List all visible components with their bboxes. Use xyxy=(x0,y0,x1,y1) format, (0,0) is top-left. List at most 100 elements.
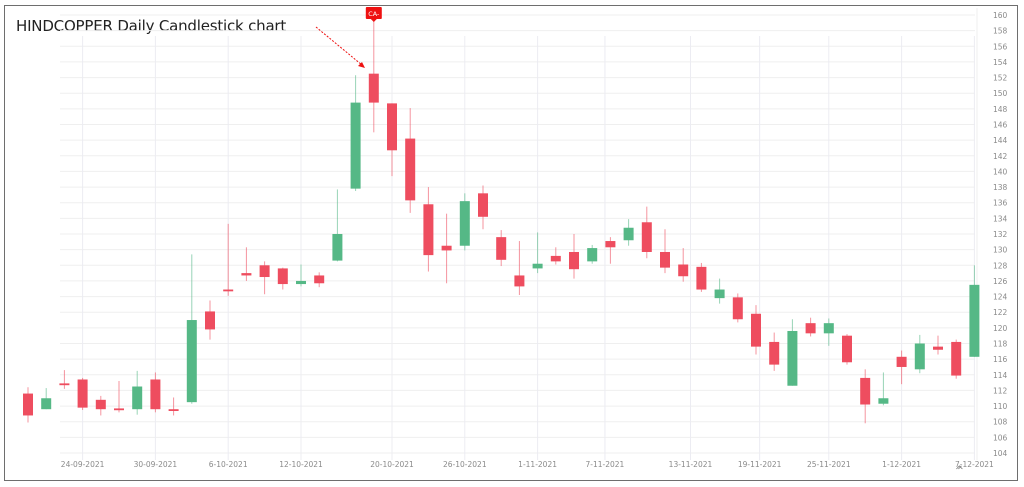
candle-body xyxy=(514,275,525,287)
candle-down xyxy=(641,206,652,259)
candle-body xyxy=(405,138,416,201)
candle-body xyxy=(696,266,707,290)
y-tick-label: 122 xyxy=(993,308,1008,317)
annotations: CA- xyxy=(315,7,963,470)
grid-lines xyxy=(60,8,978,460)
flag-marker xyxy=(365,7,382,19)
candle-body xyxy=(678,264,689,277)
candle-down xyxy=(951,339,962,379)
y-tick-label: 104 xyxy=(993,449,1008,458)
candle-up xyxy=(296,264,306,287)
y-tick-label: 130 xyxy=(993,246,1008,255)
candle-down xyxy=(478,185,488,230)
candle-body xyxy=(332,234,343,261)
y-tick-label: 134 xyxy=(993,214,1008,223)
y-axis: 104 106 108 110 112 114 116 118 120 122 124 126 128 1… xyxy=(993,11,1008,458)
candle-body xyxy=(569,251,579,270)
candle-down xyxy=(387,103,397,177)
candle-body xyxy=(860,377,871,405)
candle-body xyxy=(878,398,889,404)
candle-up xyxy=(332,189,343,262)
x-tick-label: 26-10-2021 xyxy=(443,460,487,469)
y-tick-label: 118 xyxy=(993,340,1008,349)
candle-body xyxy=(823,323,834,334)
candle-down xyxy=(259,261,270,295)
candle-body xyxy=(532,263,543,269)
arrow-head-icon xyxy=(358,62,365,68)
candle-down xyxy=(277,267,288,290)
y-tick-label: 114 xyxy=(993,371,1008,380)
candle-up xyxy=(914,334,925,374)
candle-up xyxy=(532,232,543,274)
x-tick-label: 20-10-2021 xyxy=(370,460,414,469)
candle-down xyxy=(514,241,525,296)
candle-down xyxy=(496,230,507,267)
x-tick-label: 1-12-2021 xyxy=(882,460,921,469)
candle-down xyxy=(241,247,252,281)
candle-up xyxy=(132,370,143,415)
candle-down xyxy=(605,237,616,264)
candle-down xyxy=(569,234,579,279)
candle-body xyxy=(769,341,780,365)
candle-body xyxy=(423,204,434,256)
candle-down xyxy=(660,229,670,274)
x-tick-label: 24-09-2021 xyxy=(61,460,105,469)
y-tick-label: 124 xyxy=(993,293,1008,302)
candle-up xyxy=(587,244,598,264)
dashed-arrow xyxy=(315,26,363,66)
y-tick-label: 142 xyxy=(993,152,1008,161)
candle-body xyxy=(478,193,488,217)
x-tick-label: 12-10-2021 xyxy=(279,460,323,469)
y-tick-label: 140 xyxy=(993,167,1008,176)
flag-pointer xyxy=(370,19,377,22)
candle-body xyxy=(914,343,925,370)
y-tick-label: 144 xyxy=(993,136,1008,145)
candle-body xyxy=(77,379,88,408)
candle-down xyxy=(769,332,780,371)
candle-up xyxy=(878,372,889,406)
candle-up xyxy=(623,219,634,246)
candle-body xyxy=(732,297,743,320)
candle-body xyxy=(59,383,70,386)
candle-body xyxy=(623,227,634,241)
candle-body xyxy=(387,103,397,151)
y-tick-label: 146 xyxy=(993,121,1008,130)
candle-body xyxy=(314,275,325,284)
candle-body xyxy=(205,311,215,330)
x-tick-label: 19-11-2021 xyxy=(738,460,782,469)
candle-body xyxy=(550,255,561,262)
candle-down xyxy=(696,262,707,292)
candle-down xyxy=(314,272,325,288)
candle-body xyxy=(23,393,33,416)
candle-body xyxy=(714,289,725,299)
candle-body xyxy=(95,399,106,410)
y-tick-label: 128 xyxy=(993,261,1008,270)
candle-down xyxy=(933,335,943,355)
candle-up xyxy=(787,319,798,386)
candle-body xyxy=(933,346,943,350)
candle-body xyxy=(787,330,798,386)
candle-up xyxy=(186,254,197,404)
candle-down xyxy=(441,213,452,284)
x-tick-label: 30-09-2021 xyxy=(134,460,178,469)
candle-down xyxy=(95,395,106,416)
candle-down xyxy=(860,369,871,424)
y-tick-label: 120 xyxy=(993,324,1008,333)
x-tick-label: 25-11-2021 xyxy=(807,460,851,469)
candles xyxy=(23,16,980,424)
y-tick-label: 106 xyxy=(993,433,1008,442)
candle-up xyxy=(41,388,52,410)
candle-body xyxy=(842,335,852,363)
candle-body xyxy=(350,102,361,189)
y-tick-label: 110 xyxy=(993,402,1008,411)
candle-body xyxy=(241,273,252,276)
candle-body xyxy=(441,245,452,251)
candle-body xyxy=(605,241,616,248)
candle-down xyxy=(77,377,88,410)
candle-body xyxy=(805,323,816,334)
candle-down xyxy=(751,305,761,355)
candle-body xyxy=(969,284,980,357)
x-tick-label: 7-11-2021 xyxy=(586,460,625,469)
candle-body xyxy=(186,320,197,403)
candle-up xyxy=(714,278,725,304)
